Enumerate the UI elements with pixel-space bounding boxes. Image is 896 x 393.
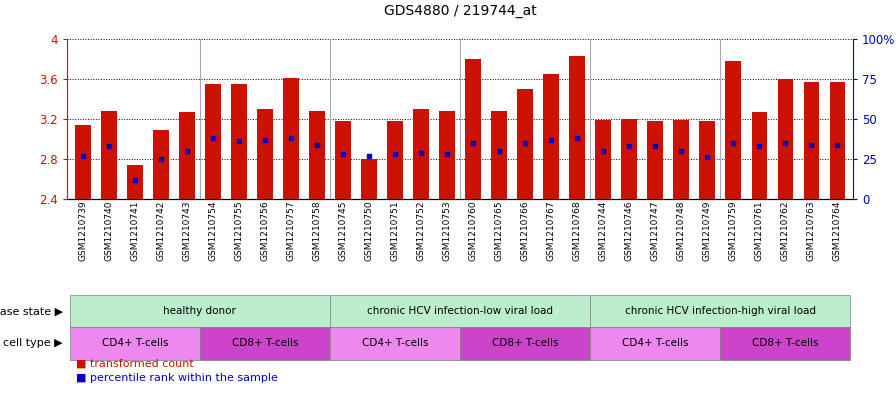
Bar (622, 119, 637, 199)
Bar (830, 82, 845, 199)
Bar (231, 84, 246, 199)
Bar (674, 120, 689, 199)
Text: CD8+ T-cells: CD8+ T-cells (492, 338, 558, 349)
Text: cell type ▶: cell type ▶ (3, 338, 63, 349)
Bar (465, 59, 481, 199)
Bar (543, 74, 559, 199)
Bar (804, 82, 819, 199)
Text: CD8+ T-cells: CD8+ T-cells (232, 338, 298, 349)
Text: chronic HCV infection-low viral load: chronic HCV infection-low viral load (367, 306, 553, 316)
Bar (387, 121, 403, 199)
Text: healthy donor: healthy donor (163, 306, 237, 316)
Bar (361, 159, 377, 199)
Bar (283, 78, 298, 199)
Bar (205, 84, 220, 199)
Bar (335, 121, 351, 199)
Bar (179, 112, 194, 199)
Bar (127, 165, 142, 199)
Text: ■ transformed count: ■ transformed count (76, 358, 194, 369)
Bar (569, 56, 585, 199)
Text: disease state ▶: disease state ▶ (0, 306, 63, 316)
Bar (153, 130, 168, 199)
Bar (413, 109, 429, 199)
Bar (596, 120, 611, 199)
Bar (491, 111, 507, 199)
Text: ■ percentile rank within the sample: ■ percentile rank within the sample (76, 373, 278, 384)
Bar (648, 121, 663, 199)
Bar (101, 111, 116, 199)
Text: CD4+ T-cells: CD4+ T-cells (362, 338, 428, 349)
Text: CD4+ T-cells: CD4+ T-cells (101, 338, 168, 349)
Bar (778, 79, 793, 199)
Bar (309, 111, 324, 199)
Bar (752, 112, 767, 199)
Bar (75, 125, 90, 199)
Text: chronic HCV infection-high viral load: chronic HCV infection-high viral load (625, 306, 815, 316)
Bar (257, 109, 272, 199)
Text: CD8+ T-cells: CD8+ T-cells (752, 338, 819, 349)
Bar (439, 111, 455, 199)
Bar (726, 61, 741, 199)
Text: CD4+ T-cells: CD4+ T-cells (622, 338, 688, 349)
Text: GDS4880 / 219744_at: GDS4880 / 219744_at (383, 4, 537, 18)
Bar (517, 89, 533, 199)
Bar (700, 121, 715, 199)
